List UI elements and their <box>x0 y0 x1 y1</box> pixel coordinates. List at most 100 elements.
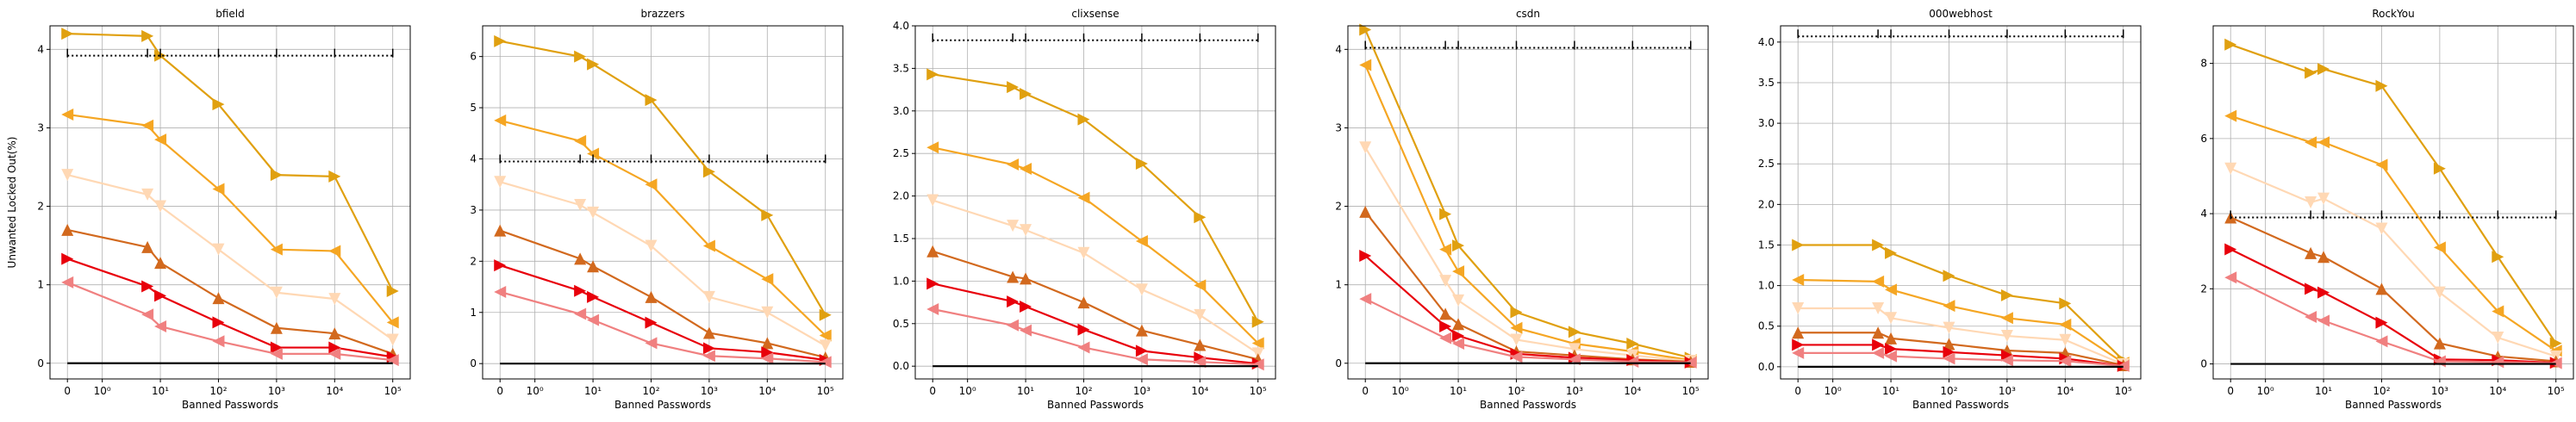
marker <box>2317 251 2330 264</box>
marker <box>1885 332 1898 344</box>
marker <box>1007 295 1020 308</box>
marker <box>2317 286 2330 299</box>
panel-title: brazzers <box>640 8 684 20</box>
marker <box>1943 270 1955 282</box>
marker <box>702 350 715 363</box>
plot-frame <box>914 25 1276 380</box>
marker <box>328 341 341 354</box>
marker <box>1872 338 1885 351</box>
marker <box>1943 352 1955 365</box>
marker <box>494 285 507 298</box>
marker <box>386 316 399 329</box>
y-tick-label: 4 <box>2200 208 2207 220</box>
x-tick-label: 10² <box>1940 385 1957 397</box>
marker <box>494 176 507 189</box>
marker <box>2317 63 2330 76</box>
y-tick-label: 1.5 <box>893 233 909 245</box>
marker <box>212 335 225 348</box>
x-tick-label: 10¹ <box>1882 385 1899 397</box>
series-line <box>67 113 394 324</box>
marker <box>1359 249 1372 262</box>
marker <box>1510 351 1523 363</box>
marker <box>1943 321 1955 334</box>
marker <box>154 133 167 146</box>
marker <box>494 224 507 237</box>
x-tick-label: 10⁵ <box>817 385 834 397</box>
marker <box>587 206 600 219</box>
marker <box>2433 241 2446 254</box>
panel: RockYou 0 2 4 6 8 0 10⁰ 10¹ 10² 10³ 10⁴ 10⁵ Banned Pa… <box>2200 8 2574 411</box>
marker <box>1885 246 1898 259</box>
marker <box>761 273 774 286</box>
marker <box>1194 356 1207 369</box>
marker <box>1077 191 1090 204</box>
marker <box>1885 343 1898 356</box>
marker <box>1135 324 1148 337</box>
marker <box>1792 326 1805 339</box>
marker <box>1885 312 1898 325</box>
x-axis-label: Banned Passwords <box>614 399 711 411</box>
marker <box>1885 283 1898 296</box>
marker <box>2317 192 2330 205</box>
marker <box>1872 302 1885 314</box>
y-tick-label: 1.0 <box>1758 280 1775 292</box>
marker <box>154 200 167 213</box>
y-tick-label: 4.0 <box>1758 36 1775 48</box>
marker <box>2224 243 2237 256</box>
x-tick-label: 10⁰ <box>959 385 976 397</box>
series-line <box>499 229 826 359</box>
marker <box>1251 337 1264 350</box>
y-tick-label: 4.0 <box>893 20 909 32</box>
marker <box>2433 162 2446 175</box>
y-tick-label: 0.0 <box>1758 361 1775 373</box>
marker <box>212 98 225 111</box>
marker <box>494 34 507 47</box>
marker <box>1007 270 1020 283</box>
marker <box>1077 296 1090 309</box>
y-tick-label: 4 <box>37 43 44 55</box>
marker <box>1194 338 1207 351</box>
marker <box>2224 162 2237 175</box>
marker <box>1135 283 1148 296</box>
marker <box>1872 275 1885 288</box>
series-line <box>500 40 826 316</box>
x-tick-label: 10⁰ <box>1824 385 1842 397</box>
plot-frame <box>1780 25 2142 380</box>
marker <box>141 29 154 42</box>
x-tick-label: 10¹ <box>584 385 602 397</box>
marker <box>1359 59 1372 71</box>
marker <box>1626 355 1639 368</box>
marker <box>328 327 341 340</box>
marker <box>1359 23 1372 36</box>
marker <box>1452 294 1465 307</box>
marker <box>1510 306 1523 319</box>
marker <box>1452 329 1465 342</box>
series-line <box>66 258 393 358</box>
y-tick-label: 0.0 <box>893 360 909 372</box>
marker <box>154 289 167 302</box>
x-tick-label: 10⁴ <box>1624 385 1641 397</box>
marker <box>2224 109 2237 122</box>
marker <box>761 346 774 359</box>
marker <box>1020 324 1032 337</box>
series-line <box>932 146 1259 344</box>
marker <box>1007 81 1020 94</box>
marker <box>926 194 939 207</box>
marker <box>1020 301 1032 313</box>
y-tick-label: 6 <box>2200 133 2207 145</box>
x-tick-label: 10² <box>2373 385 2390 397</box>
marker <box>819 329 832 342</box>
marker <box>2375 158 2388 171</box>
marker <box>61 169 74 182</box>
marker <box>761 208 774 221</box>
marker <box>702 290 715 303</box>
series-line <box>66 174 394 341</box>
y-tick-label: 3 <box>37 121 44 133</box>
marker <box>328 170 341 183</box>
marker <box>212 243 225 256</box>
x-tick-label: 10⁴ <box>2489 385 2506 397</box>
x-tick-label: 10³ <box>1566 385 1583 397</box>
x-tick-label: 10⁰ <box>94 385 111 397</box>
marker <box>587 147 600 160</box>
marker <box>1007 220 1020 233</box>
